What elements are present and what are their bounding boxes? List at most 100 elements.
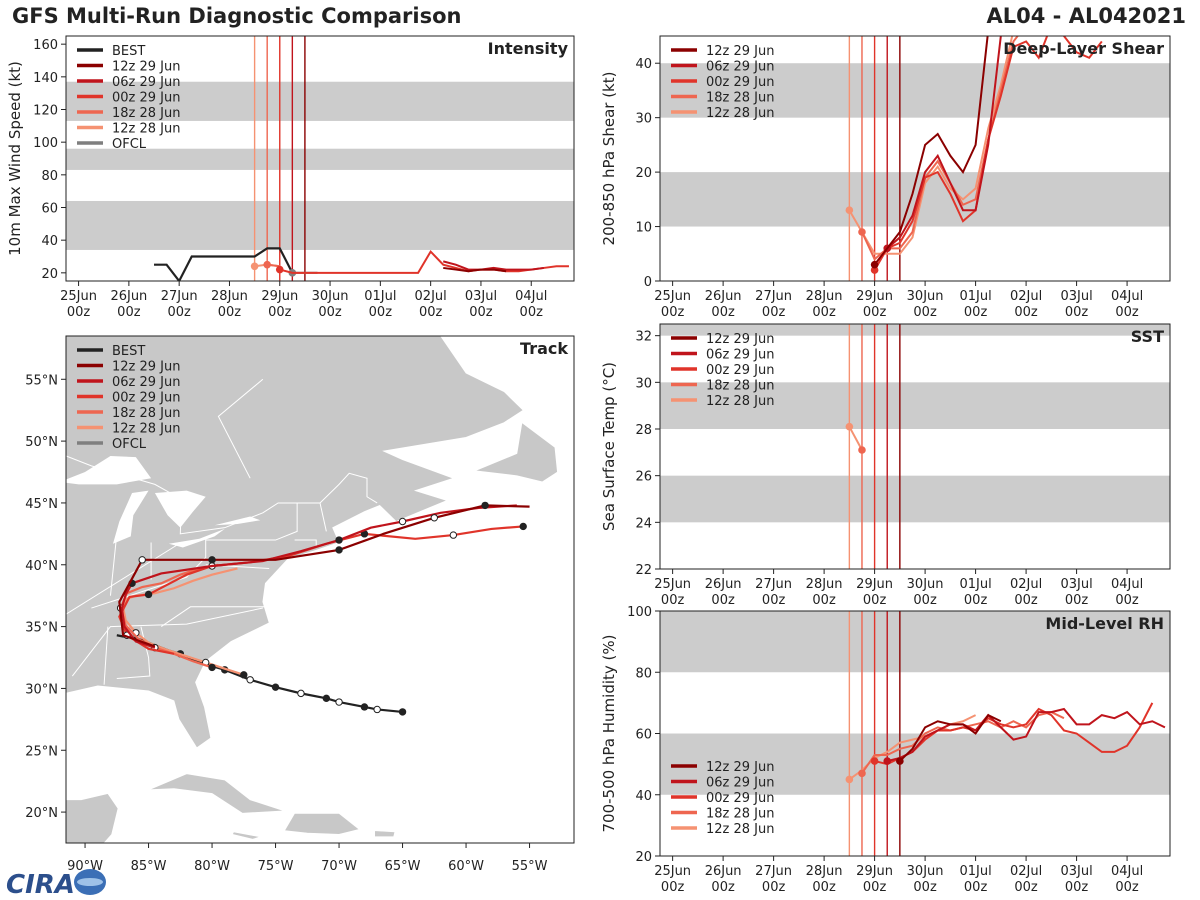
legend-label: 00z 29 Jun [112,91,181,106]
lon-label: 65°W [385,859,421,874]
panel-title: Deep-Layer Shear [1003,39,1164,58]
legend-label: 12z 29 Jun [112,360,181,375]
x-tick-label: 26Jun [705,289,742,304]
y-axis-label: Sea Surface Temp (°C) [600,362,618,531]
lon-label: 75°W [258,859,294,874]
shade-band [66,148,574,170]
series-marker [845,206,854,215]
x-tick-label: 30Jun [907,864,944,879]
x-tick-label: 01Jul [959,864,991,879]
legend-label: 00z 29 Jun [706,75,775,90]
series-line [886,36,1003,250]
track-point-00z [271,683,280,691]
y-tick-label: 30 [635,376,652,391]
x-tick-label: 00z [469,305,493,320]
y-tick-label: 40 [41,234,58,249]
legend-label: 12z 28 Jun [112,422,181,437]
legend-label: OFCL [112,137,147,152]
y-axis-label: 10m Max Wind Speed (kt) [6,61,24,256]
y-tick-label: 30 [635,112,652,127]
legend-label: 18z 28 Jun [706,807,775,822]
panel-intensity: 2040608010012014016025Jun00z26Jun00z27Ju… [6,35,575,320]
series-marker [870,260,879,269]
track-point-12z [430,514,438,522]
legend-label: BEST [112,344,145,359]
x-tick-label: 00z [913,305,937,320]
x-tick-label: 00z [812,593,836,608]
series-line [443,266,507,273]
shade-band [660,475,1170,523]
lake-shape [168,528,225,548]
x-tick-label: 25Jun [654,289,691,304]
panel-rh: 2040608010025Jun00z26Jun00z27Jun00z28Jun… [600,605,1171,895]
legend-label: 18z 28 Jun [706,379,775,394]
x-tick-label: 01Jul [959,289,991,304]
x-tick-label: 30Jun [312,289,349,304]
land-shape [374,830,396,838]
track-line [120,504,517,649]
series-line [848,36,1014,255]
legend-label: 18z 28 Jun [112,406,181,421]
legend-label: 12z 29 Jun [706,760,775,775]
plot-frame [659,35,1171,282]
border-line [160,606,272,628]
track-point-00z [322,694,331,703]
x-tick-label: 00z [964,593,988,608]
x-tick-label: 00z [711,593,735,608]
lon-label: 60°W [448,859,484,874]
x-tick-label: 03Jul [465,289,497,304]
x-tick-label: 02Jul [1010,864,1042,879]
x-tick-label: 00z [1115,305,1139,320]
x-tick-label: 00z [661,305,685,320]
x-tick-label: 00z [1065,305,1089,320]
y-tick-label: 100 [627,605,652,620]
land-shape [66,793,119,843]
legend-label: 06z 29 Jun [706,348,775,363]
x-tick-label: 02Jul [1010,577,1042,592]
x-tick-label: 25Jun [654,577,691,592]
land-shape [473,421,558,483]
x-tick-label: 00z [1014,593,1038,608]
x-tick-label: 28Jun [211,289,248,304]
x-tick-label: 00z [964,305,988,320]
shade-band [660,63,1170,118]
legend-label: 06z 29 Jun [112,375,181,390]
lake-shape [154,490,206,528]
legend-label: 06z 29 Jun [112,75,181,90]
land-shape [66,336,524,749]
y-tick-label: 140 [33,71,58,86]
plot-frame [65,35,575,282]
series-marker [870,757,879,765]
legend-label: 12z 29 Jun [706,44,775,59]
x-tick-label: 02Jul [1010,289,1042,304]
track-point-00z [398,708,407,716]
y-tick-label: 0 [644,275,652,290]
track-point-12z [398,517,407,526]
series-marker [263,260,271,269]
legend-label: 12z 28 Jun [706,106,775,121]
x-tick-label: 00z [964,880,988,895]
border-line [294,539,317,547]
series-marker [883,757,892,765]
series-line [442,260,544,271]
x-tick-label: 00z [117,305,141,320]
series-line [874,702,1154,766]
x-tick-label: 29Jun [261,289,298,304]
panel-track: 20°N25°N30°N35°N40°N45°N50°N55°N90°W 85°W… [25,335,575,874]
border-line [71,607,263,677]
x-tick-label: 28Jun [806,864,843,879]
series-line [848,426,863,451]
x-tick-label: 26Jun [705,864,742,879]
panel-title: Intensity [488,39,569,58]
border-line [103,626,109,685]
x-tick-label: 00z [711,305,735,320]
x-tick-label: 00z [318,305,342,320]
legend-label: 06z 29 Jun [706,60,775,75]
track-point-00z [208,556,216,564]
shade-band [660,382,1170,429]
panel-title: Track [520,339,568,358]
series-line [873,36,989,266]
lat-label: 35°N [25,621,58,636]
x-tick-label: 00z [67,305,91,320]
legend-label: 18z 28 Jun [112,106,181,121]
